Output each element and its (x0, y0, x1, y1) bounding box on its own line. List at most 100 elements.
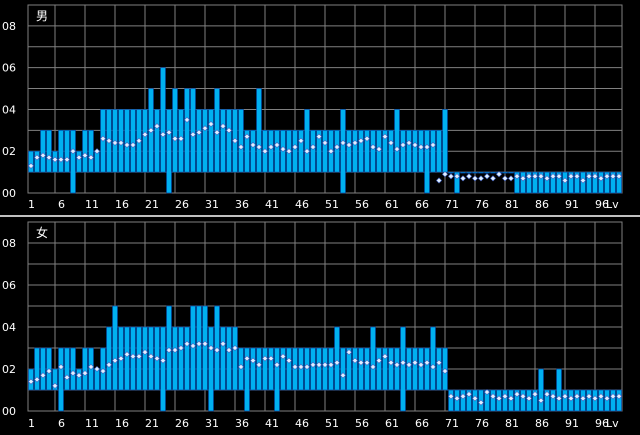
average-point (99, 135, 107, 142)
average-point (27, 378, 35, 385)
range-bar (412, 130, 418, 173)
average-point (123, 141, 131, 148)
average-point (99, 368, 107, 375)
average-point (507, 175, 515, 182)
range-bar (382, 347, 388, 391)
y-tick-label: 08 (2, 20, 16, 33)
average-point (555, 173, 563, 180)
range-bar (82, 130, 88, 173)
average-point (177, 344, 185, 352)
range-bar (196, 109, 202, 173)
average-point (315, 133, 323, 140)
range-bar (604, 171, 610, 194)
x-tick-label: 66 (415, 417, 429, 430)
range-bar (556, 368, 562, 412)
average-point (57, 363, 65, 370)
average-point (33, 376, 41, 383)
x-tick-label: 76 (475, 417, 489, 430)
average-point (345, 141, 353, 148)
x-tick-label: 51 (325, 417, 339, 430)
average-point (291, 363, 299, 370)
range-bar (388, 347, 394, 391)
average-point (201, 125, 209, 132)
average-point (69, 148, 77, 155)
range-bar (334, 130, 340, 173)
range-bar (208, 326, 214, 412)
range-bar (202, 305, 208, 391)
range-bar (490, 171, 496, 174)
average-point (237, 144, 245, 151)
average-point (45, 368, 53, 375)
x-tick-label: 51 (325, 198, 339, 211)
y-tick-label: 02 (2, 363, 16, 376)
average-point (531, 173, 539, 180)
average-point (567, 173, 575, 180)
range-bar (124, 109, 130, 173)
range-bar (346, 347, 352, 391)
range-bar (94, 150, 100, 173)
average-point (597, 175, 605, 182)
x-tick-label: 56 (355, 417, 369, 430)
range-bar (82, 347, 88, 391)
range-bar (334, 326, 340, 391)
x-tick-label: 76 (475, 198, 489, 211)
range-bar (538, 171, 544, 194)
average-point (117, 139, 125, 146)
range-bar (340, 347, 346, 391)
average-point (501, 393, 509, 400)
average-point (333, 359, 341, 366)
range-bar (358, 347, 364, 391)
average-point (357, 137, 365, 144)
average-point (279, 146, 287, 153)
average-point (417, 361, 425, 368)
range-bar (274, 130, 280, 173)
average-point (123, 351, 131, 358)
range-bar (466, 389, 472, 412)
average-point (177, 135, 185, 142)
x-axis-unit-label: Lv (606, 417, 619, 430)
average-point (441, 171, 449, 178)
range-bar (430, 130, 436, 173)
average-point (477, 399, 485, 406)
average-point (231, 137, 239, 144)
range-bar (268, 130, 274, 173)
range-bar (430, 326, 436, 391)
average-point (63, 374, 71, 381)
range-bar (322, 130, 328, 173)
range-bar (424, 347, 430, 391)
range-bar (376, 347, 382, 391)
range-bar (448, 389, 454, 412)
average-point (495, 395, 503, 402)
average-point (453, 173, 461, 180)
range-bar (292, 130, 298, 173)
average-point (141, 349, 149, 356)
x-tick-label: 41 (265, 198, 279, 211)
range-bar (262, 347, 268, 391)
average-point (81, 370, 89, 377)
range-bar (232, 326, 238, 391)
range-bar (460, 389, 466, 412)
average-point (441, 368, 449, 375)
average-point (603, 173, 611, 180)
average-point (297, 363, 305, 370)
average-point (279, 353, 287, 360)
average-point (243, 355, 251, 362)
range-bar (436, 347, 442, 391)
range-bar (400, 130, 406, 173)
range-bar (142, 326, 148, 391)
average-point (375, 357, 383, 364)
average-point (561, 393, 569, 400)
range-bar (28, 150, 34, 173)
range-bar (400, 326, 406, 412)
range-bar (130, 109, 136, 173)
average-point (33, 154, 41, 161)
range-bar (304, 109, 310, 173)
range-bar (58, 130, 64, 173)
average-point (369, 144, 377, 151)
range-bar (172, 88, 178, 173)
range-bar (76, 150, 82, 173)
average-point (327, 361, 335, 368)
